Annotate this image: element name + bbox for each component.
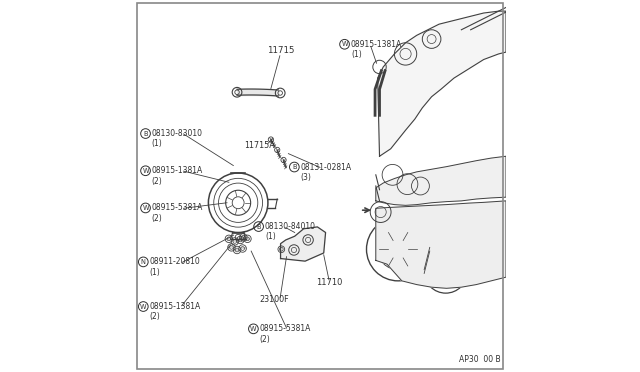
- Text: W: W: [341, 41, 348, 47]
- Text: 08915-1381A: 08915-1381A: [351, 40, 402, 49]
- Text: W: W: [250, 326, 257, 332]
- Text: (2): (2): [152, 214, 163, 223]
- Text: 08911-20810: 08911-20810: [150, 257, 200, 266]
- Text: (1): (1): [152, 140, 163, 148]
- Text: 11710: 11710: [316, 278, 342, 287]
- Text: B: B: [292, 164, 296, 170]
- Polygon shape: [378, 11, 506, 156]
- Text: 11715: 11715: [267, 46, 294, 55]
- Polygon shape: [280, 227, 326, 261]
- Text: AP30  00 B: AP30 00 B: [459, 355, 500, 364]
- Text: 08915-5381A: 08915-5381A: [260, 324, 311, 333]
- Text: (3): (3): [301, 173, 312, 182]
- Text: B: B: [143, 131, 148, 137]
- Text: W: W: [142, 205, 148, 211]
- Text: (1): (1): [150, 268, 161, 277]
- Text: W: W: [140, 304, 147, 310]
- Text: (1): (1): [351, 50, 362, 59]
- Text: B: B: [257, 224, 261, 230]
- Polygon shape: [376, 201, 506, 288]
- Text: (1): (1): [265, 232, 276, 241]
- Text: 08131-0281A: 08131-0281A: [301, 163, 352, 171]
- Text: W: W: [142, 168, 148, 174]
- Text: 08915-1381A: 08915-1381A: [150, 302, 201, 311]
- Text: 08915-1381A: 08915-1381A: [152, 166, 203, 175]
- Polygon shape: [376, 156, 506, 205]
- Text: 08130-83010: 08130-83010: [152, 129, 203, 138]
- Text: (2): (2): [150, 312, 161, 321]
- Text: N: N: [141, 259, 146, 265]
- Text: 23100F: 23100F: [259, 295, 289, 304]
- Text: (2): (2): [260, 335, 271, 344]
- Text: (2): (2): [152, 177, 163, 186]
- Text: 08915-5381A: 08915-5381A: [152, 203, 204, 212]
- Text: 08130-84010: 08130-84010: [265, 222, 316, 231]
- Text: 11715A: 11715A: [244, 141, 275, 150]
